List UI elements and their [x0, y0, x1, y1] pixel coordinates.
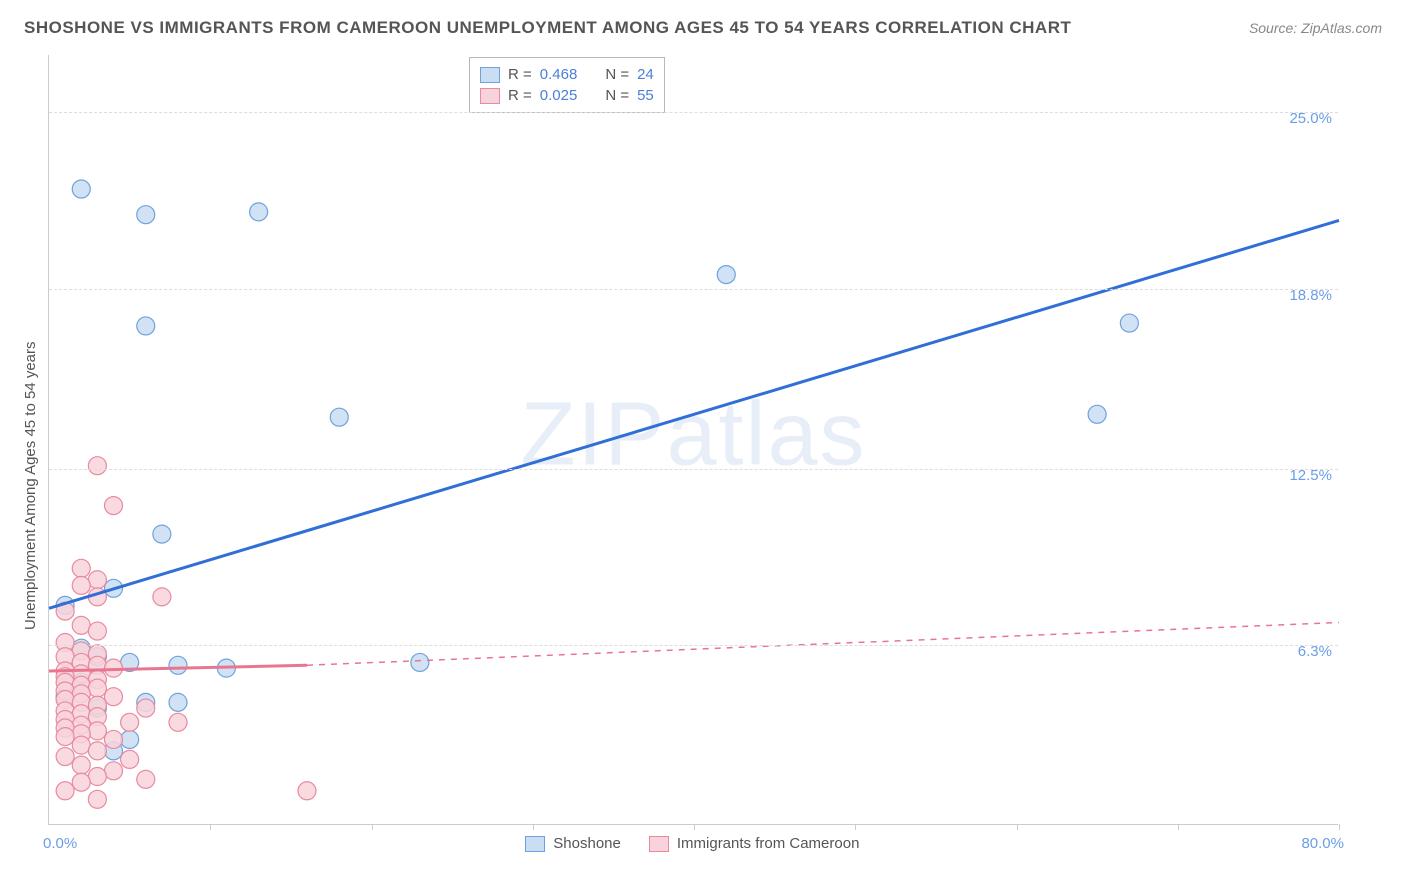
- legend-swatch: [649, 836, 669, 852]
- gridline-h: [49, 112, 1338, 113]
- scatter-point: [298, 782, 316, 800]
- scatter-point: [105, 762, 123, 780]
- scatter-point: [88, 679, 106, 697]
- scatter-point: [1120, 314, 1138, 332]
- x-tick: [1178, 824, 1179, 830]
- scatter-point: [169, 713, 187, 731]
- scatter-point: [137, 699, 155, 717]
- stat-r-value: 0.025: [540, 87, 578, 104]
- x-tick: [694, 824, 695, 830]
- scatter-point: [72, 576, 90, 594]
- scatter-point: [105, 730, 123, 748]
- legend-label: Shoshone: [553, 835, 621, 852]
- scatter-point: [72, 773, 90, 791]
- stat-n-value: 55: [637, 87, 654, 104]
- y-tick-label: 12.5%: [1289, 467, 1332, 484]
- scatter-point: [1088, 405, 1106, 423]
- scatter-point: [137, 770, 155, 788]
- x-tick: [533, 824, 534, 830]
- x-tick: [1339, 824, 1340, 830]
- scatter-point: [88, 722, 106, 740]
- x-tick-label: 0.0%: [43, 835, 77, 852]
- stat-n-label: N =: [605, 87, 629, 104]
- scatter-point: [169, 693, 187, 711]
- scatter-point: [137, 317, 155, 335]
- legend-swatch: [480, 88, 500, 104]
- y-tick-label: 18.8%: [1289, 287, 1332, 304]
- stat-r-value: 0.468: [540, 66, 578, 83]
- scatter-point: [105, 497, 123, 515]
- chart-title: SHOSHONE VS IMMIGRANTS FROM CAMEROON UNE…: [24, 18, 1071, 38]
- regression-line: [49, 220, 1339, 608]
- scatter-point: [411, 653, 429, 671]
- scatter-point: [153, 588, 171, 606]
- gridline-h: [49, 469, 1338, 470]
- scatter-point: [88, 742, 106, 760]
- y-tick-label: 6.3%: [1298, 643, 1332, 660]
- scatter-point: [121, 713, 139, 731]
- scatter-point: [56, 728, 74, 746]
- legend-label: Immigrants from Cameroon: [677, 835, 860, 852]
- scatter-point: [72, 180, 90, 198]
- scatter-point: [250, 203, 268, 221]
- scatter-point: [88, 571, 106, 589]
- stat-r-label: R =: [508, 66, 532, 83]
- scatter-point: [56, 782, 74, 800]
- stat-r-label: R =: [508, 87, 532, 104]
- scatter-point: [88, 457, 106, 475]
- legend-bottom: Shoshone Immigrants from Cameroon: [525, 835, 859, 852]
- scatter-point: [72, 616, 90, 634]
- scatter-point: [56, 748, 74, 766]
- scatter-point: [137, 206, 155, 224]
- scatter-point: [717, 266, 735, 284]
- y-axis-label: Unemployment Among Ages 45 to 54 years: [22, 341, 39, 630]
- legend-item: Shoshone: [525, 835, 621, 852]
- legend-item: Immigrants from Cameroon: [649, 835, 860, 852]
- scatter-point: [72, 736, 90, 754]
- x-tick: [855, 824, 856, 830]
- x-tick: [210, 824, 211, 830]
- scatter-point: [169, 656, 187, 674]
- scatter-point: [88, 790, 106, 808]
- stat-n-value: 24: [637, 66, 654, 83]
- x-tick-label: 80.0%: [1301, 835, 1344, 852]
- gridline-h: [49, 289, 1338, 290]
- regression-line-extrapolated: [307, 623, 1339, 666]
- stats-legend-box: R = 0.468 N = 24 R = 0.025 N = 55: [469, 57, 665, 113]
- stats-row: R = 0.468 N = 24: [480, 64, 654, 85]
- y-tick-label: 25.0%: [1289, 110, 1332, 127]
- scatter-point: [121, 750, 139, 768]
- scatter-point: [88, 768, 106, 786]
- chart-svg: [49, 55, 1339, 825]
- scatter-point: [72, 559, 90, 577]
- stats-row: R = 0.025 N = 55: [480, 85, 654, 106]
- scatter-point: [121, 730, 139, 748]
- x-tick: [372, 824, 373, 830]
- stat-n-label: N =: [605, 66, 629, 83]
- scatter-point: [72, 756, 90, 774]
- scatter-point: [153, 525, 171, 543]
- scatter-point: [330, 408, 348, 426]
- legend-swatch: [525, 836, 545, 852]
- x-tick: [1017, 824, 1018, 830]
- plot-area: ZIPatlas R =0.468N =24R =0.025N =55 6.3%…: [48, 55, 1338, 825]
- scatter-point: [88, 622, 106, 640]
- source-attribution: Source: ZipAtlas.com: [1249, 20, 1382, 36]
- scatter-point: [105, 688, 123, 706]
- gridline-h: [49, 645, 1338, 646]
- legend-swatch: [480, 67, 500, 83]
